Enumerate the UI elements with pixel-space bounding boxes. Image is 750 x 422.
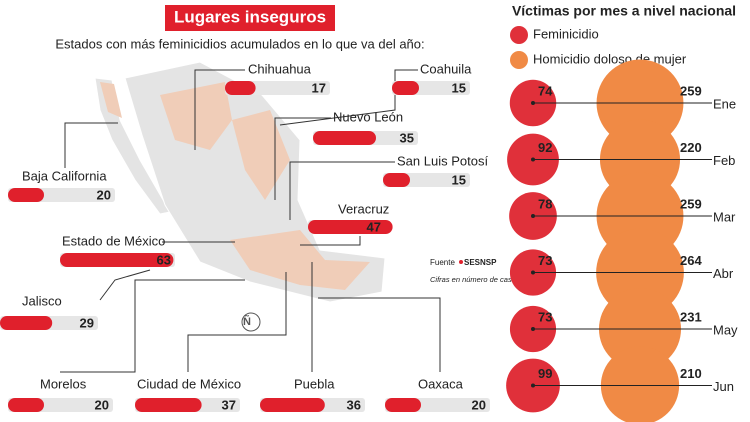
month-label: Feb <box>713 153 735 168</box>
value-label: 73 <box>538 253 552 268</box>
state-label: Nuevo León <box>333 109 403 124</box>
legend-label: Homicidio doloso de mujer <box>533 51 687 66</box>
logo-ring <box>241 312 261 332</box>
state-label: Coahuila <box>420 61 472 76</box>
state-label: Baja California <box>22 168 107 183</box>
bar <box>385 398 421 412</box>
month-label: Mar <box>713 209 736 224</box>
leader-dot <box>531 383 535 388</box>
bar <box>8 188 44 202</box>
leader-dot <box>531 101 535 105</box>
bar <box>135 398 202 412</box>
state-label: Oaxaca <box>418 376 464 391</box>
leader-line <box>187 272 287 372</box>
state-label: Jalisco <box>22 293 62 308</box>
leader-line <box>60 279 245 373</box>
value-label: 231 <box>680 309 702 324</box>
source-label: Fuente <box>430 258 455 267</box>
bar <box>225 81 256 95</box>
leader-dot <box>531 327 535 331</box>
leader-dot <box>531 157 535 162</box>
bar <box>8 398 44 412</box>
value-label: 36 <box>347 397 361 412</box>
bar <box>60 253 174 267</box>
bar <box>313 131 376 145</box>
state-label: Estado de México <box>62 233 165 248</box>
value-label: 74 <box>538 83 553 98</box>
month-label: May <box>713 322 738 337</box>
bar <box>0 316 53 330</box>
value-label: 259 <box>680 83 702 98</box>
bar <box>260 398 325 412</box>
leader-line <box>300 236 361 246</box>
map-region <box>160 82 232 150</box>
legend-swatch <box>510 51 528 69</box>
value-label: 37 <box>222 397 236 412</box>
map-region <box>230 230 370 290</box>
chart-title: Víctimas por mes a nivel nacional <box>512 3 736 19</box>
bar <box>308 220 393 234</box>
value-label: 20 <box>97 187 111 202</box>
value-label: 29 <box>80 315 94 330</box>
leader-line <box>64 122 118 168</box>
state-label: Puebla <box>294 376 335 391</box>
title-banner <box>165 5 335 31</box>
state-label: San Luis Potosí <box>397 153 488 168</box>
state-label: Morelos <box>40 376 87 391</box>
value-label: 210 <box>680 366 702 381</box>
value-label: 15 <box>452 172 466 187</box>
note: Cifras en número de casos <box>430 275 520 284</box>
month-label: Ene <box>713 96 736 111</box>
state-label: Chihuahua <box>248 61 312 76</box>
value-label: 17 <box>312 80 326 95</box>
month-label: Jun <box>713 379 734 394</box>
value-label: 73 <box>538 309 552 324</box>
map-region <box>100 82 122 118</box>
value-label: 220 <box>680 140 702 155</box>
chart-title: Lugares inseguros <box>174 7 326 26</box>
value-label: 259 <box>680 196 702 211</box>
legend-swatch <box>510 26 528 44</box>
leader-line <box>274 117 331 200</box>
legend-label: Feminicidio <box>533 26 599 41</box>
value-label: 99 <box>538 366 552 381</box>
state-label: Ciudad de México <box>137 376 241 391</box>
value-label: 47 <box>367 219 381 234</box>
leader-line <box>194 69 245 150</box>
leader-dot <box>531 214 535 218</box>
state-label: Veracruz <box>338 201 389 216</box>
bar <box>383 173 410 187</box>
source-name: SESNSP <box>464 258 497 267</box>
value-label: 78 <box>538 196 552 211</box>
logo: Ñ <box>243 315 251 328</box>
month-label: Abr <box>713 266 734 281</box>
value-label: 15 <box>452 80 466 95</box>
value-label: 92 <box>538 140 552 155</box>
bubble <box>600 346 680 422</box>
value-label: 264 <box>680 253 702 268</box>
leader-line <box>99 269 151 301</box>
value-label: 35 <box>400 130 414 145</box>
bar <box>392 81 419 95</box>
chart-subtitle: Estados con más feminicidios acumulados … <box>55 36 424 51</box>
source-dot <box>459 260 463 264</box>
leader-line <box>318 297 441 372</box>
value-label: 63 <box>157 252 171 267</box>
leader-line <box>289 161 395 220</box>
value-label: 20 <box>472 397 486 412</box>
leader-dot <box>531 270 535 275</box>
value-label: 20 <box>95 397 109 412</box>
